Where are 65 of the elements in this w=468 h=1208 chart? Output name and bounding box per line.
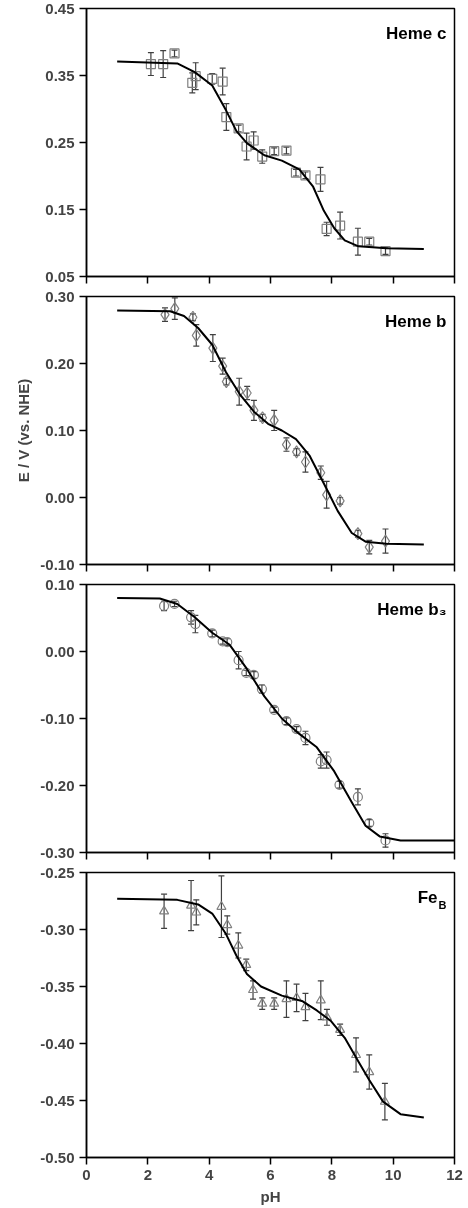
y-tick-label: 0.35 [45,66,75,84]
y-tick-label: 0.30 [45,287,75,305]
point [315,994,326,1004]
y-tick-label: -0.30 [40,843,75,861]
x-tick-label: 4 [205,1165,214,1183]
point [291,992,302,1002]
y-axis-title: E / V (vs. NHE) [15,378,33,483]
point [364,1066,375,1076]
point [300,455,311,469]
y-tick-label: -0.20 [40,776,75,794]
text: Heme b [385,311,447,331]
point [158,59,169,70]
point [158,905,170,915]
point [379,1095,390,1105]
y-tick-label: -0.10 [40,555,75,573]
y-tick-label: -0.30 [40,920,75,938]
y-tick-label: -0.25 [40,863,75,881]
point [350,1049,362,1059]
y-tick-label: -0.10 [40,709,75,727]
point [222,919,233,929]
point [281,993,292,1003]
point [247,984,259,994]
point [233,939,244,949]
point [241,141,252,152]
y-tick-label: 0.25 [45,133,75,151]
point [208,341,218,355]
line-series [116,596,455,842]
point [145,59,156,70]
y-tick-label: -0.45 [40,1091,75,1109]
y-tick-label: 0.10 [45,421,75,439]
point [233,655,244,666]
point [191,328,201,342]
y-tick-label: -0.40 [40,1034,75,1052]
y-tick-label: -0.35 [40,977,75,995]
point [249,403,259,417]
x-axis-title: pH [260,1187,281,1205]
point [335,220,346,231]
y-tick-label: 0.10 [45,575,75,593]
x-tick-label: 12 [446,1165,463,1183]
point [234,385,244,399]
y-tick-label: 0.45 [45,0,75,17]
point [352,791,363,802]
point [217,76,228,87]
x-tick-label: 2 [143,1165,153,1183]
point [300,1001,311,1011]
point [248,135,259,146]
point [322,488,332,502]
y-tick-label: 0.00 [45,642,75,660]
y-tick-label: -0.50 [40,1148,75,1166]
x-tick-label: 0 [82,1165,91,1183]
y-tick-label: 0.15 [45,200,75,218]
y-tick-label: 0.00 [45,488,75,506]
point [315,174,326,185]
point [191,906,202,916]
point [221,111,232,123]
point [352,236,363,247]
x-tick-label: 8 [327,1165,337,1183]
y-tick-label: 0.05 [45,267,75,285]
point [216,900,227,910]
y-tick-label: 0.20 [45,354,75,372]
x-tick-label: 10 [384,1165,402,1183]
text: Heme b₃ [377,599,447,619]
x-tick-label: 6 [266,1165,275,1183]
text: Heme c [386,23,447,43]
point [380,534,391,548]
